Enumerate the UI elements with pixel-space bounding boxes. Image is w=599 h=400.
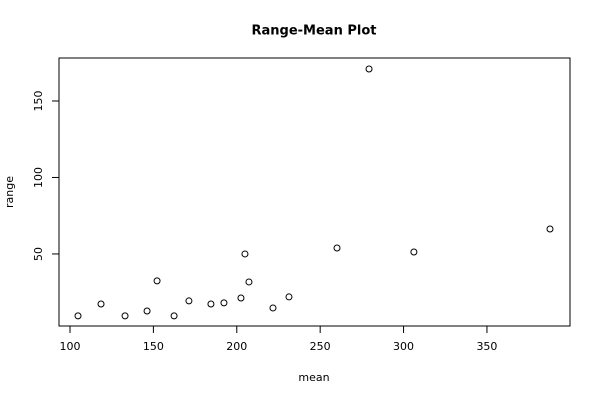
point — [207, 300, 215, 308]
point — [365, 65, 373, 73]
y-axis-label: range — [3, 176, 16, 208]
plot-frame — [58, 57, 571, 327]
point — [245, 278, 253, 286]
point — [97, 300, 105, 308]
point — [285, 293, 293, 301]
point — [220, 299, 228, 307]
point — [74, 312, 82, 320]
point — [546, 225, 554, 233]
x-tick-label: 150 — [143, 340, 164, 353]
point — [143, 307, 151, 315]
x-axis-label: mean — [298, 371, 329, 384]
x-tick-label: 100 — [60, 340, 81, 353]
x-tick-label: 200 — [226, 340, 247, 353]
y-tick-label: 150 — [32, 90, 45, 111]
point — [241, 250, 249, 258]
x-tick-label: 300 — [393, 340, 414, 353]
point — [170, 312, 178, 320]
point — [410, 248, 418, 256]
point — [269, 304, 277, 312]
y-tick-label: 50 — [32, 247, 45, 261]
chart-title: Range-Mean Plot — [252, 24, 377, 39]
x-tick-label: 250 — [310, 340, 331, 353]
point — [121, 312, 129, 320]
point — [153, 277, 161, 285]
point — [237, 294, 245, 302]
y-tick-label: 100 — [32, 167, 45, 188]
point — [333, 244, 341, 252]
point — [185, 297, 193, 305]
x-tick-label: 350 — [476, 340, 497, 353]
